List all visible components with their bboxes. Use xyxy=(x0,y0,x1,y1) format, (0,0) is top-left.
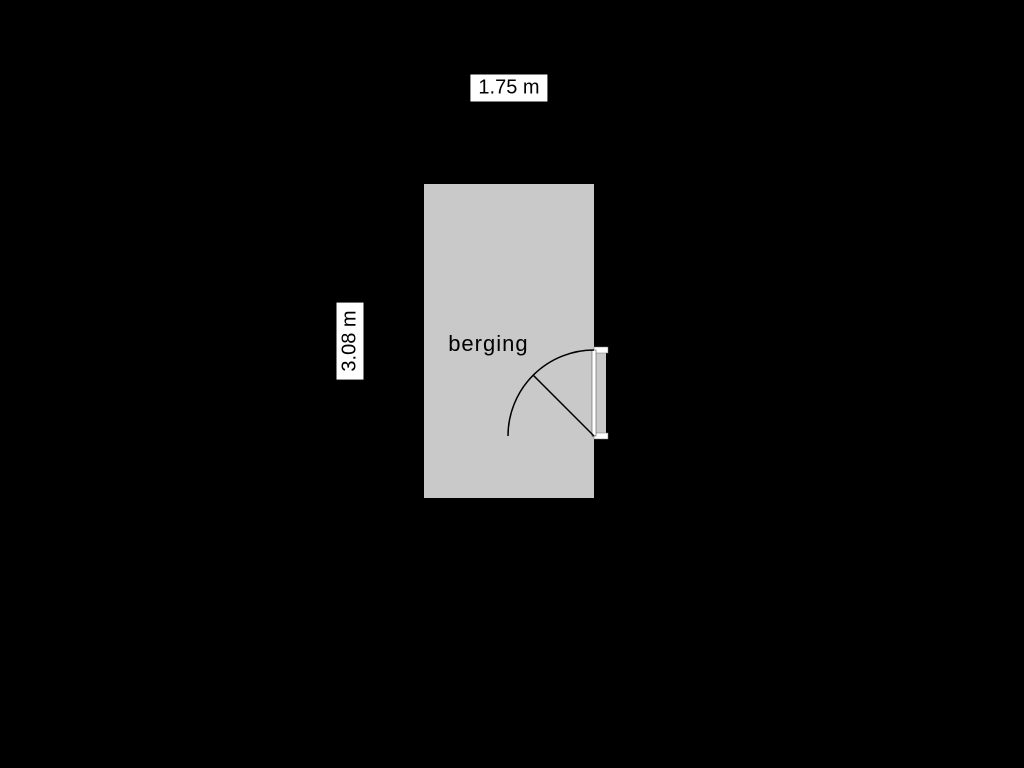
dimension-height-label: 3.08 m xyxy=(337,302,364,379)
floorplan-canvas: berging 1.75 m 3.08 m xyxy=(0,0,1024,768)
room-label: berging xyxy=(448,331,528,357)
dimension-width-label: 1.75 m xyxy=(470,75,547,102)
